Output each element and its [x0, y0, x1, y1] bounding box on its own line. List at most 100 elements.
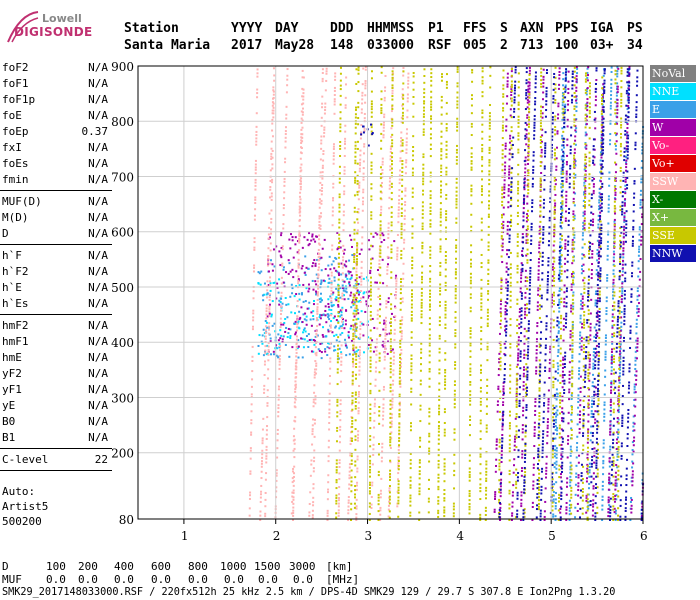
echo-point-ssw [268, 298, 271, 301]
echo-point-nne [328, 342, 331, 345]
echo-point-sse [409, 497, 412, 500]
param-label: hmE [2, 351, 22, 364]
echo-point-ssw [327, 491, 330, 494]
echo-point-w [516, 379, 519, 382]
echo-point-w [344, 319, 347, 322]
echo-point-ssw [265, 310, 268, 313]
echo-point-w [615, 163, 618, 166]
echo-point-ssw [328, 416, 331, 419]
echo-point-sse [423, 102, 426, 105]
echo-point-sse [411, 281, 414, 284]
echo-point-ssw [358, 181, 361, 184]
echo-point-w [505, 278, 508, 281]
echo-point-sse [456, 125, 459, 128]
echo-point-sse [370, 152, 373, 155]
echo-point-e [578, 360, 581, 363]
echo-point-e [319, 314, 322, 317]
echo-point-sse [339, 72, 342, 75]
echo-point-e [609, 139, 612, 142]
echo-point-nne [357, 349, 360, 352]
echo-point-w [509, 114, 512, 117]
echo-point-e [575, 105, 578, 108]
echo-point-sse [337, 336, 340, 339]
echo-point-w [347, 336, 350, 339]
echo-point-w [622, 232, 625, 235]
echo-point-w [582, 254, 585, 257]
echo-point-ssw [317, 268, 320, 271]
echo-point-ssw [379, 226, 382, 229]
header-col-ddd: DDD 148 [330, 20, 353, 54]
echo-point-sse [377, 503, 380, 506]
echo-point-sse [487, 215, 490, 218]
echo-point-sse [469, 342, 472, 345]
echo-point-e [303, 318, 306, 321]
echo-point-nne [261, 342, 264, 345]
echo-point-ssw [392, 379, 395, 382]
echo-point-nne [259, 283, 262, 286]
echo-point-e [602, 88, 605, 91]
echo-point-ssw [382, 418, 385, 421]
echo-point-sse [437, 442, 440, 445]
echo-point-sse [338, 177, 341, 180]
echo-point-w [561, 374, 564, 377]
echo-point-sse [422, 153, 425, 156]
echo-point-w [350, 291, 353, 294]
echo-point-w [556, 117, 559, 120]
echo-point-w [520, 467, 523, 470]
echo-point-ssw [267, 359, 270, 362]
echo-point-ssw [383, 367, 386, 370]
param-row: h`Es N/A [0, 296, 112, 312]
echo-point-w [580, 340, 583, 343]
echo-point-w [609, 433, 612, 436]
echo-point-ssw [282, 227, 285, 230]
echo-point-w [574, 125, 577, 128]
echo-point-nne [357, 300, 360, 303]
echo-point-e [345, 354, 348, 357]
echo-point-e [590, 403, 593, 406]
echo-point-ssw [331, 214, 334, 217]
echo-point-sse [354, 126, 357, 129]
echo-point-sse [339, 88, 342, 91]
echo-point-sse [338, 193, 341, 196]
echo-point-e [320, 281, 323, 284]
echo-point-w [577, 488, 580, 491]
echo-point-sse [390, 230, 393, 233]
echo-point-sse [508, 447, 511, 450]
echo-point-w [312, 238, 315, 241]
echo-point-w [624, 180, 627, 183]
echo-point-e [638, 228, 641, 231]
echo-point-sse [488, 115, 491, 118]
echo-point-w [585, 494, 588, 497]
echo-point-e [278, 299, 281, 302]
echo-point-sse [356, 174, 359, 177]
echo-point-w [616, 431, 619, 434]
echo-point-sse [437, 496, 440, 499]
echo-point-w [586, 463, 589, 466]
echo-point-e [287, 332, 290, 335]
echo-point-sse [401, 190, 404, 193]
echo-point-ssw [405, 132, 408, 135]
echo-point-e [575, 475, 578, 478]
echo-point-e [604, 353, 607, 356]
echo-point-sse [481, 67, 484, 70]
echo-point-e [620, 311, 623, 314]
echo-point-e [581, 238, 584, 241]
echo-point-ssw [388, 207, 391, 210]
echo-point-ssw [308, 514, 311, 517]
echo-point-sse [479, 400, 482, 403]
echo-point-ssw [308, 502, 311, 505]
echo-point-ssw [343, 185, 346, 188]
echo-point-w [307, 283, 310, 286]
echo-point-ssw [399, 150, 402, 153]
param-value: N/A [88, 281, 108, 294]
echo-point-sse [479, 447, 482, 450]
echo-point-sse [444, 352, 447, 355]
echo-point-ssw [333, 100, 336, 103]
echo-point-nne [297, 326, 300, 329]
echo-point-w [628, 72, 631, 75]
echo-point-ssw [344, 106, 347, 109]
echo-point-ssw [291, 495, 294, 498]
echo-point-ssw [398, 174, 401, 177]
echo-point-w [601, 96, 604, 99]
header-value: 2017 [231, 38, 263, 53]
